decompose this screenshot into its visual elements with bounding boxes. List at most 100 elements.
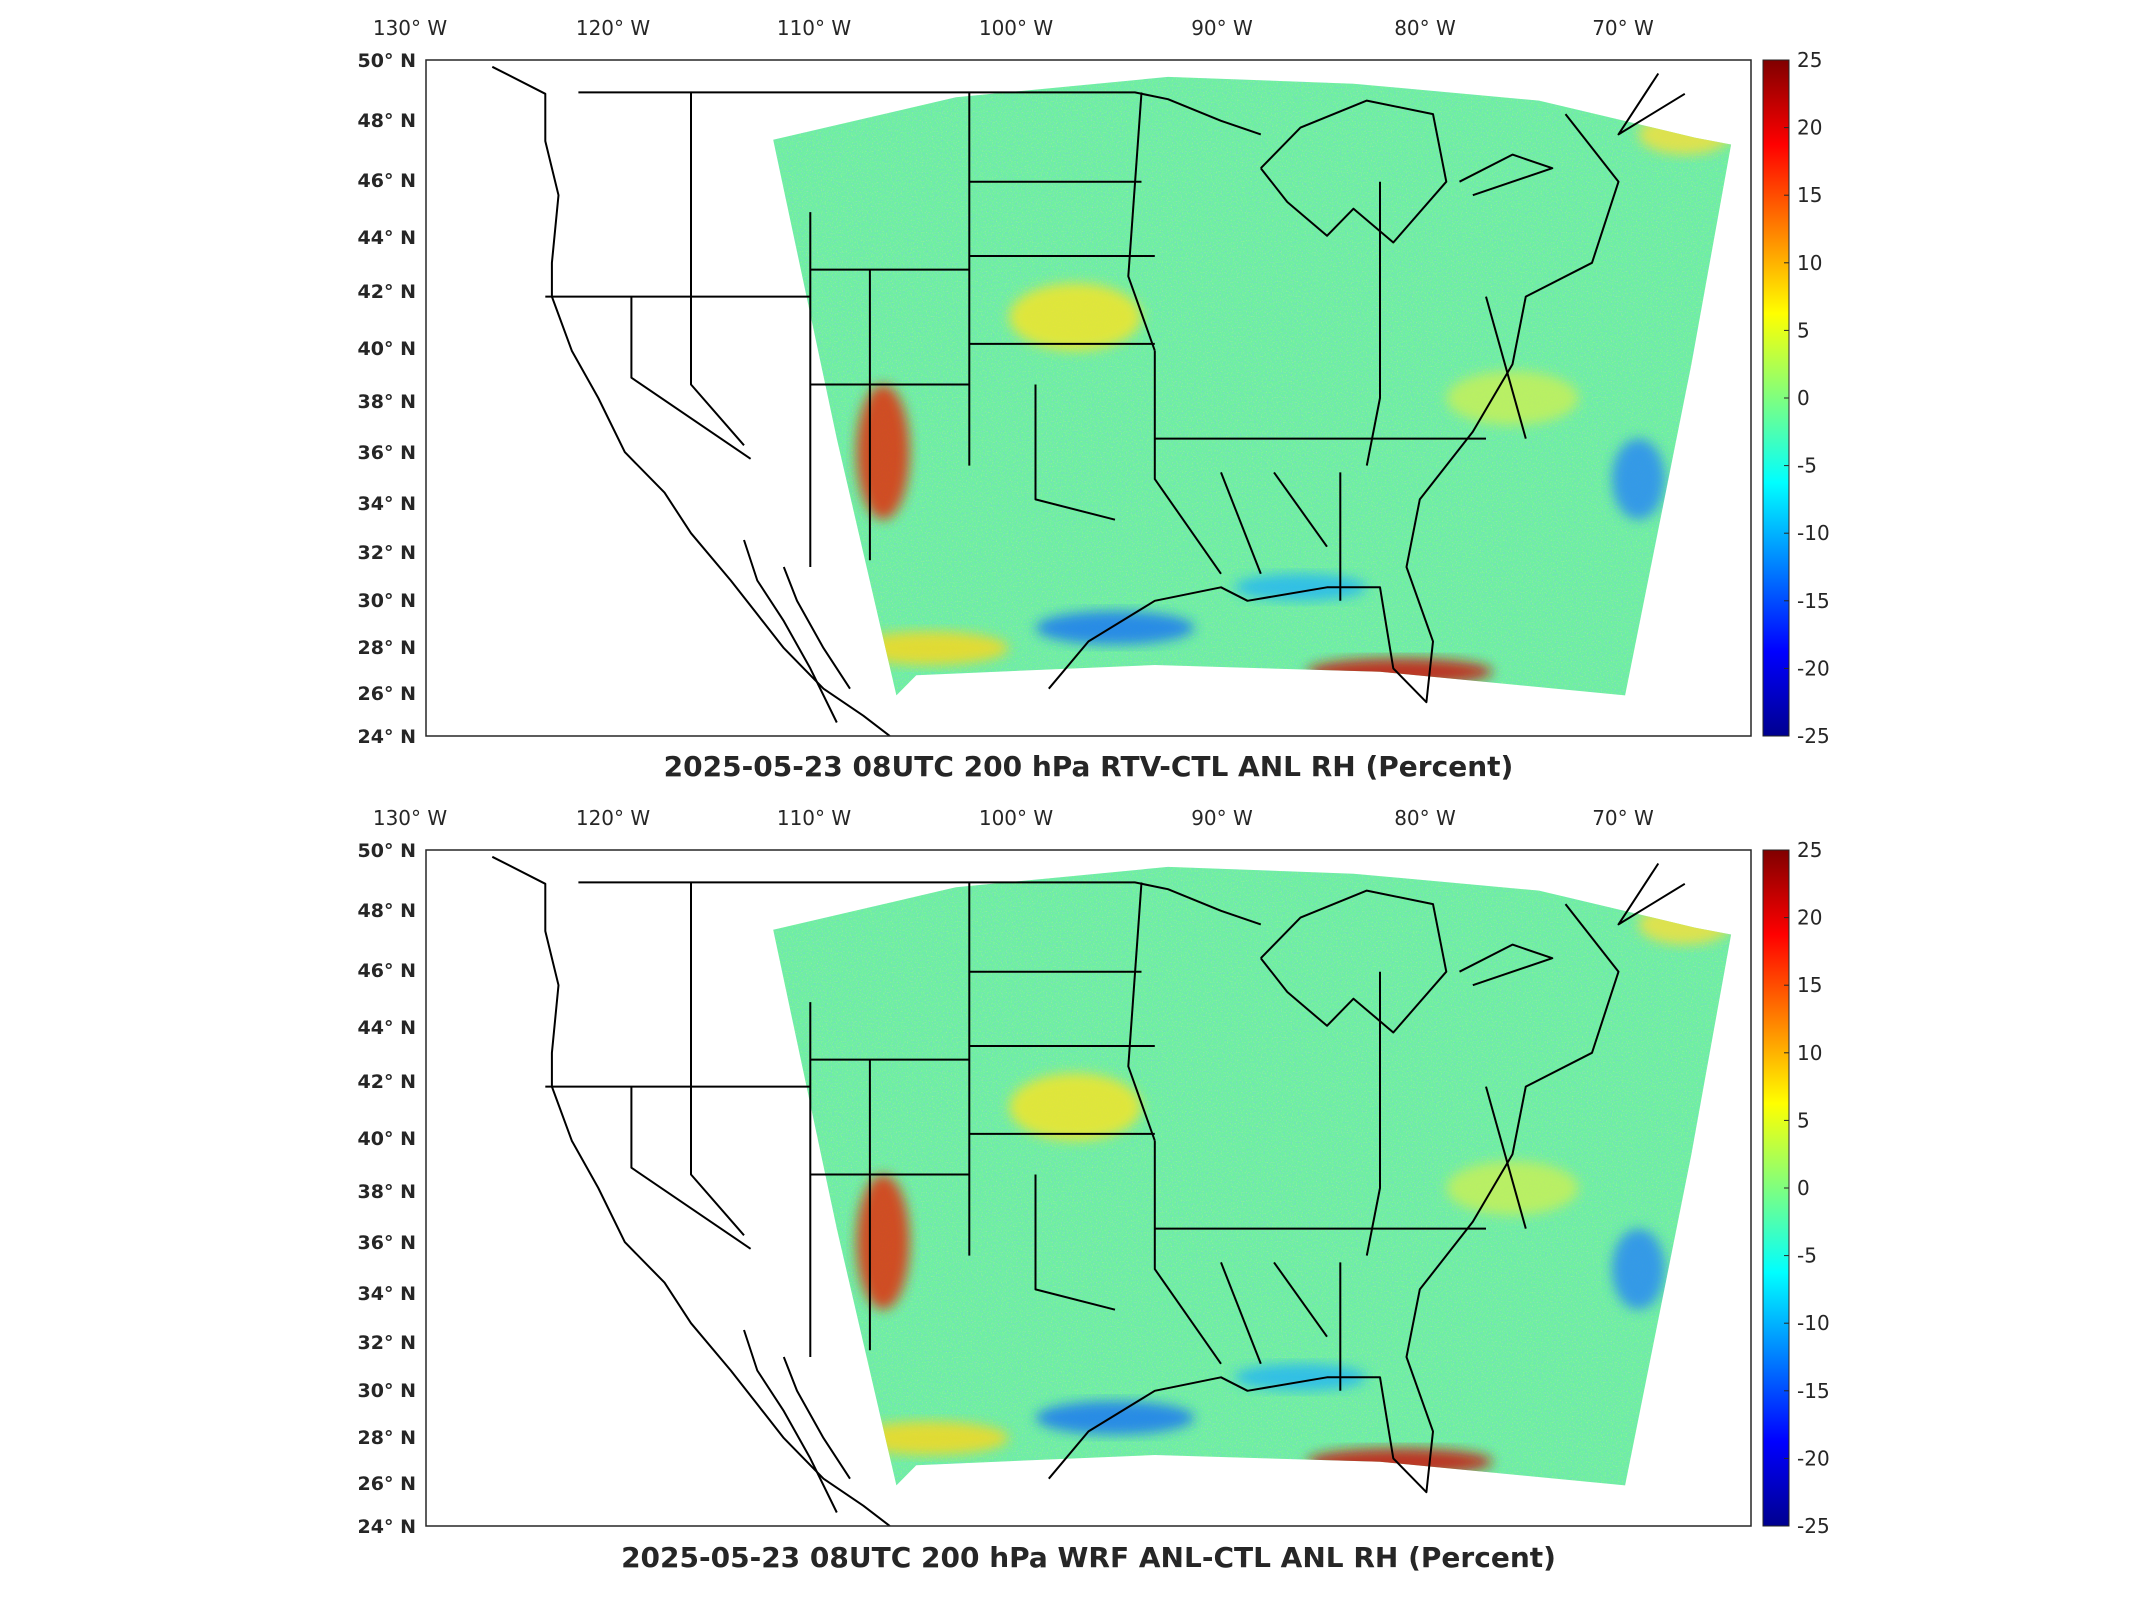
colorbar-tick-label: -25 <box>1797 1514 1830 1538</box>
lat-tick-label: 46° N <box>358 170 416 192</box>
map-line <box>1273 1261 1328 1338</box>
map-line <box>1260 889 1448 1034</box>
map-line <box>1459 153 1554 197</box>
colorbar-tick-label: 5 <box>1797 318 1810 342</box>
lon-tick-label: 130° W <box>373 806 448 830</box>
lat-tick-label: 42° N <box>358 1071 416 1093</box>
lon-tick-label: 90° W <box>1191 806 1253 830</box>
lat-tick-label: 40° N <box>358 338 416 360</box>
lon-tick-label: 120° W <box>576 806 651 830</box>
map-line <box>690 296 745 446</box>
map-line <box>1485 296 1527 439</box>
lon-tick-label: 80° W <box>1394 16 1456 40</box>
map-line <box>1365 971 1381 1256</box>
map-line <box>1459 943 1554 987</box>
map-line <box>491 855 891 1526</box>
field-feature-8 <box>1446 370 1579 426</box>
lat-tick-label: 46° N <box>358 960 416 982</box>
map-line <box>1220 472 1262 575</box>
colorbar-tick-label: 25 <box>1797 838 1822 862</box>
lon-tick-label: 130° W <box>373 16 448 40</box>
colorbar-tick-label: -15 <box>1797 1379 1830 1403</box>
lat-tick-label: 36° N <box>358 1232 416 1254</box>
axes-frame <box>425 849 1752 1527</box>
colorbar-tick-label: 0 <box>1797 1176 1810 1200</box>
lat-tick-label: 24° N <box>358 1516 416 1538</box>
map-outlines <box>491 65 1686 736</box>
lat-tick-label: 40° N <box>358 1128 416 1150</box>
map-line <box>743 539 838 723</box>
map-line <box>782 566 851 690</box>
lat-tick-label: 44° N <box>358 1017 416 1039</box>
colorbar-tick-label: -10 <box>1797 521 1830 545</box>
field-feature-5 <box>1611 1228 1665 1310</box>
lat-tick-label: 34° N <box>358 1283 416 1305</box>
lat-tick-label: 48° N <box>358 110 416 132</box>
field-feature-1 <box>856 1174 910 1310</box>
rh-difference-field <box>773 866 1732 1486</box>
lat-tick-label: 44° N <box>358 227 416 249</box>
field-feature-6 <box>1234 1363 1367 1391</box>
lat-tick-label: 28° N <box>358 637 416 659</box>
lat-tick-label: 32° N <box>358 542 416 564</box>
lat-tick-label: 50° N <box>358 840 416 862</box>
lon-tick-label: 80° W <box>1394 806 1456 830</box>
chart-title: 2025-05-23 08UTC 200 hPa WRF ANL-CTL ANL… <box>621 1541 1556 1574</box>
field-feature-6 <box>1234 573 1367 601</box>
lat-tick-label: 36° N <box>358 442 416 464</box>
lon-tick-label: 110° W <box>777 16 852 40</box>
chart-title: 2025-05-23 08UTC 200 hPa RTV-CTL ANL RH … <box>664 750 1514 783</box>
map-line <box>1153 350 1222 575</box>
map-line <box>1127 92 1156 352</box>
colorbar-tick-label: -5 <box>1797 1244 1817 1268</box>
map-line <box>1034 1174 1116 1311</box>
lat-tick-label: 48° N <box>358 900 416 922</box>
map-line <box>1153 1140 1222 1365</box>
map-line <box>1034 384 1116 521</box>
field-feature-7 <box>850 631 1009 666</box>
lon-tick-label: 90° W <box>1191 16 1253 40</box>
colorbar-tick-label: -20 <box>1797 1446 1830 1470</box>
field-feature-7 <box>850 1421 1009 1456</box>
colorbar-tick-label: -25 <box>1797 724 1830 748</box>
colorbar-tick-label: -15 <box>1797 589 1830 613</box>
colorbar-tick-label: -5 <box>1797 454 1817 478</box>
lat-tick-label: 30° N <box>358 590 416 612</box>
chart-panel-1: 130° W 120° W 110° W 100° W 90° W 80° W 70° W 5… <box>358 16 1830 783</box>
lon-tick-label: 70° W <box>1592 806 1654 830</box>
map-line <box>630 296 752 460</box>
colorbar-tick-label: 25 <box>1797 48 1822 72</box>
map-line <box>578 91 1262 136</box>
colorbar-tick-label: 10 <box>1797 1041 1822 1065</box>
map-line <box>630 1086 752 1250</box>
map-line <box>1048 113 1620 704</box>
colorbar-tick-label: -10 <box>1797 1311 1830 1335</box>
lon-tick-label: 70° W <box>1592 16 1654 40</box>
colorbar-tick-label: 20 <box>1797 116 1822 140</box>
lat-tick-label: 50° N <box>358 50 416 72</box>
colorbar-tick-label: 0 <box>1797 386 1810 410</box>
map-line <box>1260 99 1448 244</box>
field-feature-8 <box>1446 1160 1579 1216</box>
lat-tick-label: 38° N <box>358 391 416 413</box>
map-line <box>782 1356 851 1480</box>
lat-tick-label: 26° N <box>358 1473 416 1495</box>
lat-tick-label: 38° N <box>358 1181 416 1203</box>
lat-tick-label: 26° N <box>358 683 416 705</box>
colorbar-tick-label: 20 <box>1797 906 1822 930</box>
map-outlines <box>491 855 1686 1526</box>
field-feature-1 <box>856 384 910 520</box>
map-line <box>1220 1262 1262 1365</box>
field-feature-5 <box>1611 438 1665 520</box>
lat-tick-label: 28° N <box>358 1427 416 1449</box>
map-line <box>1365 181 1381 466</box>
field-feature-4 <box>1035 1400 1195 1435</box>
lon-tick-label: 120° W <box>576 16 651 40</box>
lon-tick-label: 100° W <box>979 16 1054 40</box>
colorbar-tick-label: 10 <box>1797 251 1822 275</box>
lat-tick-label: 42° N <box>358 281 416 303</box>
colorbar-tick-label: 5 <box>1797 1108 1810 1132</box>
field-feature-2 <box>1009 1073 1142 1141</box>
lon-tick-label: 100° W <box>979 806 1054 830</box>
